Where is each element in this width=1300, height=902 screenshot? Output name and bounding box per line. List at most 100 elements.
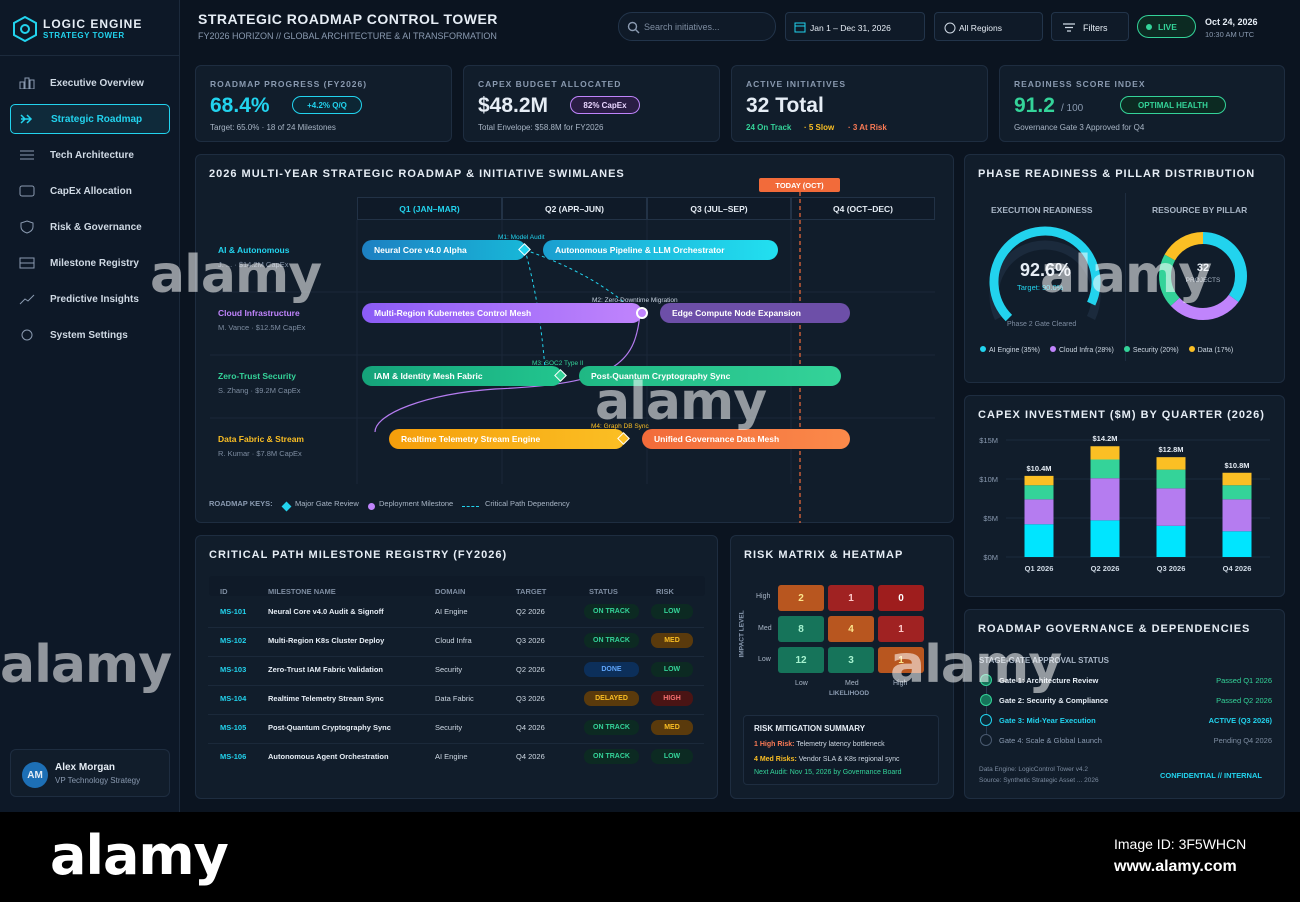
- risk-col-label: High: [893, 680, 908, 687]
- initiative-bar[interactable]: Realtime Telemetry Stream Engine: [389, 429, 625, 449]
- nav-capex-allocation[interactable]: CapEx Allocation: [10, 176, 170, 206]
- deploy-key-icon: [368, 503, 375, 510]
- initiative-bar[interactable]: Multi-Region Kubernetes Control Mesh: [362, 303, 642, 323]
- column-header: DOMAIN: [435, 587, 466, 596]
- nav-system-settings[interactable]: System Settings: [10, 320, 170, 350]
- filters-button[interactable]: Filters: [1051, 12, 1129, 41]
- milestone-label: M3: SOC2 Type II: [532, 360, 584, 367]
- confidential-label: CONFIDENTIAL // INTERNAL: [1160, 771, 1262, 780]
- lane-name-ai: AI & Autonomous: [218, 245, 290, 255]
- risk-cell[interactable]: 0: [878, 585, 924, 611]
- page-title: STRATEGIC ROADMAP CONTROL TOWER: [198, 11, 498, 27]
- risk-cell[interactable]: 1: [828, 585, 874, 611]
- gauge-arc: [989, 226, 1101, 322]
- filter-icon: [1063, 23, 1075, 32]
- live-label: LIVE: [1158, 22, 1177, 32]
- kpi-slow: · 5 Slow: [804, 123, 835, 132]
- header-time: 10:30 AM UTC: [1205, 30, 1255, 39]
- quarter-header-q1: Q1 (JAN–MAR): [357, 197, 502, 220]
- risk-cell[interactable]: 2: [778, 585, 824, 611]
- kpi-at-risk: · 3 At Risk: [848, 123, 887, 132]
- risk-cell[interactable]: 8: [778, 616, 824, 642]
- gate-status: Passed Q1 2026: [1216, 676, 1272, 685]
- initiative-bar[interactable]: Edge Compute Node Expansion: [660, 303, 850, 323]
- table-cell: Realtime Telemetry Stream Sync: [268, 694, 384, 703]
- watermark-overlay: alamy: [0, 635, 172, 695]
- data-label: $14.2M: [1092, 434, 1117, 443]
- column-header: MILESTONE NAME: [268, 587, 336, 596]
- user-name: Alex Morgan: [55, 762, 116, 773]
- gate-label[interactable]: Gate 1: Architecture Review: [999, 676, 1099, 685]
- table-cell: MS-102: [220, 636, 247, 645]
- legend-item: Security (20%): [1123, 346, 1179, 354]
- legend-item: AI Engine (35%): [980, 346, 1040, 354]
- gov-footer-1: Data Engine: LogicControl Tower v4.2: [979, 766, 1088, 773]
- roadmap-icon: [19, 112, 37, 126]
- kpi-label: READINESS SCORE INDEX: [1014, 79, 1146, 89]
- bar-segment: [1156, 469, 1186, 489]
- nav-label: Milestone Registry: [50, 257, 139, 269]
- gate-label[interactable]: Gate 4: Scale & Global Launch: [999, 736, 1102, 745]
- capex-bar-chart: $0M $5M $10M $15M $10.4M Q1 2026 $14.2M Q2 2026…: [979, 434, 1270, 573]
- governance-title: ROADMAP GOVERNANCE & DEPENDENCIES: [978, 623, 1251, 635]
- kpi-readiness-score: READINESS SCORE INDEX 91.2 / 100 OPTIMAL…: [999, 65, 1285, 142]
- nav-strategic-roadmap[interactable]: Strategic Roadmap: [10, 104, 170, 134]
- search-input[interactable]: Search initiatives...: [618, 12, 776, 41]
- region-select[interactable]: All Regions: [934, 12, 1043, 41]
- donut-value: 32: [1196, 262, 1210, 274]
- initiative-bar[interactable]: Unified Governance Data Mesh: [642, 429, 850, 449]
- avatar: AM: [22, 762, 48, 788]
- nav-risk-governance[interactable]: Risk & Governance: [10, 212, 170, 242]
- initiative-bar[interactable]: Neural Core v4.0 Alpha: [362, 240, 526, 260]
- kpi-badge: 82% CapEx: [570, 96, 640, 114]
- donut-slice: [1159, 232, 1247, 320]
- date-range-picker[interactable]: Jan 1 – Dec 31, 2026: [785, 12, 925, 41]
- date-range-label: Jan 1 – Dec 31, 2026: [810, 23, 891, 33]
- gov-footer-2: Source: Synthetic Strategic Asset ... 20…: [979, 777, 1099, 784]
- lane-sub-ai: J. ... · $14.2M CapEx: [218, 260, 289, 269]
- nav-predictive-insights[interactable]: Predictive Insights: [10, 284, 170, 314]
- gate-label[interactable]: Gate 3: Mid-Year Execution: [999, 716, 1096, 725]
- y-tick-label: $5M: [983, 514, 998, 523]
- risk-summary-title: RISK MITIGATION SUMMARY: [754, 724, 866, 733]
- nav-milestone-registry[interactable]: Milestone Registry: [10, 248, 170, 278]
- governance-panel: ROADMAP GOVERNANCE & DEPENDENCIES: [964, 609, 1285, 799]
- key-deploy-label: Deployment Milestone: [379, 499, 454, 508]
- risk-badge: HIGH: [651, 691, 693, 706]
- status-badge: ON TRACK: [584, 633, 639, 648]
- gate-check-icon: [980, 674, 992, 686]
- risk-badge: LOW: [651, 604, 693, 619]
- divider: [1125, 193, 1126, 361]
- bar-segment: [1156, 525, 1186, 557]
- bar-segment: [1090, 478, 1120, 521]
- risk-cell[interactable]: 4: [828, 616, 874, 642]
- bar-segment: [1222, 485, 1252, 500]
- nav-label: System Settings: [50, 329, 128, 341]
- y-tick-label: $15M: [979, 436, 998, 445]
- risk-cell[interactable]: 1: [878, 647, 924, 673]
- table-cell: Multi-Region K8s Cluster Deploy: [268, 636, 385, 645]
- live-badge[interactable]: LIVE: [1137, 15, 1196, 38]
- initiative-bar[interactable]: Post-Quantum Cryptography Sync: [579, 366, 841, 386]
- nav-executive-overview[interactable]: Executive Overview: [10, 68, 170, 98]
- deployment-milestone-icon[interactable]: [636, 307, 648, 319]
- risk-cell[interactable]: 1: [878, 616, 924, 642]
- user-card[interactable]: AM Alex Morgan VP Technology Strategy: [10, 749, 170, 797]
- page-subtitle: FY2026 HORIZON // GLOBAL ARCHITECTURE & …: [198, 31, 497, 41]
- registry-title: CRITICAL PATH MILESTONE REGISTRY (FY2026…: [209, 549, 508, 561]
- initiative-bar[interactable]: Autonomous Pipeline & LLM Orchestrator: [543, 240, 778, 260]
- risk-cell[interactable]: 12: [778, 647, 824, 673]
- table-cell: Security: [435, 665, 463, 674]
- risk-row-label: High: [756, 593, 771, 600]
- gate-label[interactable]: Gate 2: Security & Compliance: [999, 696, 1109, 705]
- x-tick-label: Q3 2026: [1157, 564, 1186, 573]
- bar-segment: [1024, 524, 1054, 557]
- watermark-overlay: alamy: [1040, 245, 1212, 305]
- nav-tech-architecture[interactable]: Tech Architecture: [10, 140, 170, 170]
- table-cell: Q4 2026: [516, 752, 545, 761]
- risk-cell[interactable]: 3: [828, 647, 874, 673]
- initiative-bar[interactable]: IAM & Identity Mesh Fabric: [362, 366, 562, 386]
- pillar-legend: AI Engine (35%) Cloud Infra (28%) Securi…: [980, 346, 1233, 354]
- roadmap-title: 2026 MULTI-YEAR STRATEGIC ROADMAP & INIT…: [209, 168, 625, 180]
- column-header: ID: [220, 587, 228, 596]
